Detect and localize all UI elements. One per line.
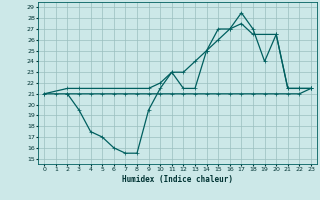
X-axis label: Humidex (Indice chaleur): Humidex (Indice chaleur) <box>122 175 233 184</box>
